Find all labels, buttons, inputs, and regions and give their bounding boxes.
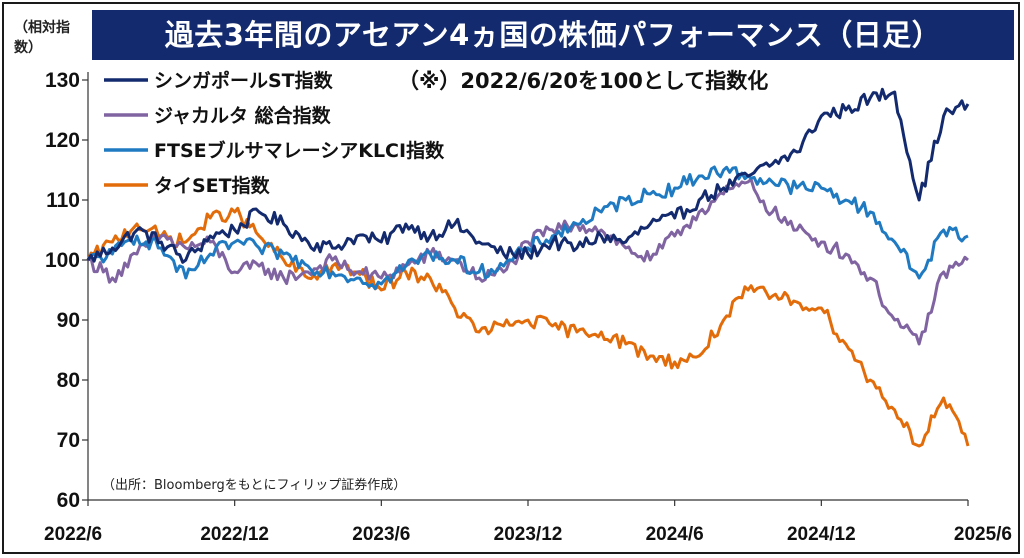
- series-line: [86, 165, 969, 291]
- x-tick-label: 2023/12: [494, 524, 563, 545]
- x-tick-label: 2025/6: [954, 524, 1012, 545]
- y-tick-label: 120: [45, 129, 80, 152]
- legend-label: シンガポールST指数: [154, 69, 334, 92]
- y-tick-label: 100: [45, 249, 80, 272]
- series-line: [86, 206, 970, 448]
- y-tick-label: 60: [57, 489, 80, 512]
- series-line: [86, 87, 970, 264]
- x-tick-label: 2022/6: [44, 524, 102, 545]
- y-tick-label: 110: [46, 189, 80, 212]
- axes-layer: 130 120 110 100 90 80 70 60 2022/6 2022/12 2023/6 2…: [44, 69, 1012, 545]
- source-note: （出所：Bloombergをもとにフィリップ証券作成）: [102, 477, 406, 493]
- index-base-note: （※）2022/6/20を100として指数化: [398, 69, 768, 93]
- x-tick-label: 2023/6: [352, 524, 410, 545]
- series-line: [87, 177, 969, 346]
- legend-label: ジャカルタ 総合指数: [154, 104, 332, 127]
- y-tick-label: 90: [57, 309, 80, 332]
- x-tick-label: 2024/12: [787, 524, 856, 545]
- chart-title: 過去3年間のアセアン4ヵ国の株価パフォーマンス（日足）: [92, 10, 1014, 60]
- legend-label: FTSEブルサマレーシアKLCI指数: [154, 139, 445, 162]
- y-axis-unit-label: （相対指数）: [14, 20, 70, 56]
- legend-label: タイSET指数: [154, 174, 271, 197]
- y-tick-label: 130: [45, 69, 80, 92]
- y-tick-label: 70: [57, 429, 80, 452]
- y-tick-label: 80: [57, 369, 80, 392]
- x-tick-label: 2024/6: [646, 524, 704, 545]
- series-lines-layer: [86, 87, 970, 448]
- x-tick-label: 2022/12: [200, 524, 269, 545]
